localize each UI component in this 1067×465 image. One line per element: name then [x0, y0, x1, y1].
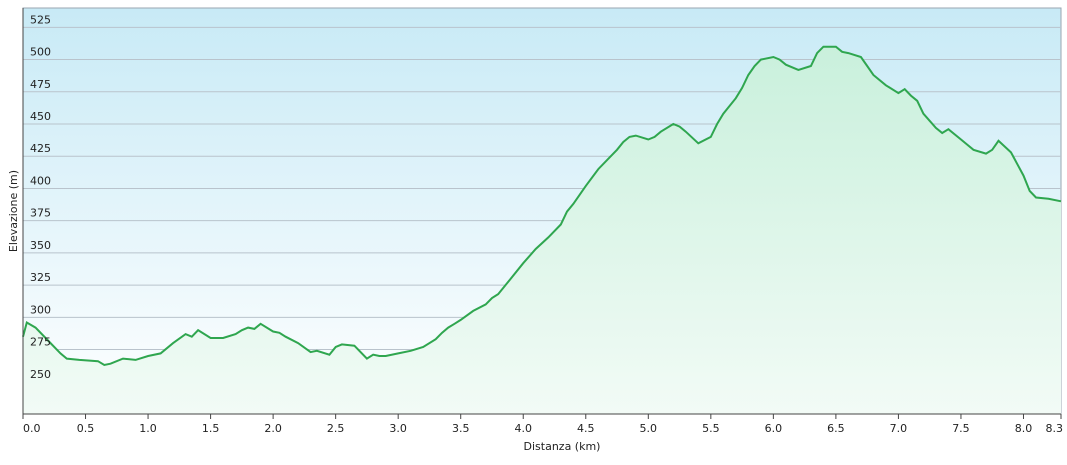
y-tick-label: 250 — [30, 368, 51, 381]
x-tick-label: 7.5 — [952, 422, 970, 435]
y-tick-label: 475 — [30, 78, 51, 91]
x-axis-label: Distanza (km) — [524, 440, 601, 453]
x-tick-label: 5.5 — [702, 422, 720, 435]
x-tick-label: 1.0 — [139, 422, 157, 435]
x-tick-label: 3.5 — [452, 422, 470, 435]
y-tick-label: 325 — [30, 271, 51, 284]
x-tick-label: 8.3 — [1046, 422, 1064, 435]
x-tick-label: 6.5 — [827, 422, 845, 435]
y-tick-label: 275 — [30, 336, 51, 349]
y-tick-label: 375 — [30, 207, 51, 220]
y-tick-label: 425 — [30, 142, 51, 155]
x-tick-label: 4.5 — [577, 422, 595, 435]
x-axis-ticks: 0.0 0.5 1.0 1.5 2.0 2.5 3.0 3.5 4.0 4.5 5.0 5.5 6.0 6… — [22, 414, 1064, 435]
y-tick-label: 525 — [30, 13, 51, 26]
y-tick-label: 500 — [30, 46, 51, 59]
x-tick-label: 2.0 — [264, 422, 282, 435]
elevation-line — [22, 45, 1062, 367]
x-tick-label: 7.0 — [890, 422, 908, 435]
y-tick-label: 400 — [30, 174, 51, 187]
x-tick-label: 3.0 — [389, 422, 407, 435]
x-tick-label: 6.0 — [765, 422, 783, 435]
y-tick-label: 300 — [30, 303, 51, 316]
axes — [22, 8, 1061, 415]
x-tick-label: 4.0 — [514, 422, 532, 435]
elevation-area-fill — [23, 46, 1061, 414]
x-tick-label: 0.5 — [77, 422, 95, 435]
y-tick-label: 450 — [30, 110, 51, 123]
x-tick-label: 8.0 — [1015, 422, 1033, 435]
y-axis-ticks: 250 275 300 325 350 375 400 425 450 475 500 525 — [30, 13, 51, 380]
y-axis-label: Elevazione (m) — [7, 170, 20, 252]
x-tick-label: 2.5 — [327, 422, 345, 435]
x-tick-label: 0.0 — [23, 422, 41, 435]
x-tick-label: 1.5 — [202, 422, 220, 435]
y-tick-label: 350 — [30, 239, 51, 252]
x-tick-label: 5.0 — [640, 422, 658, 435]
